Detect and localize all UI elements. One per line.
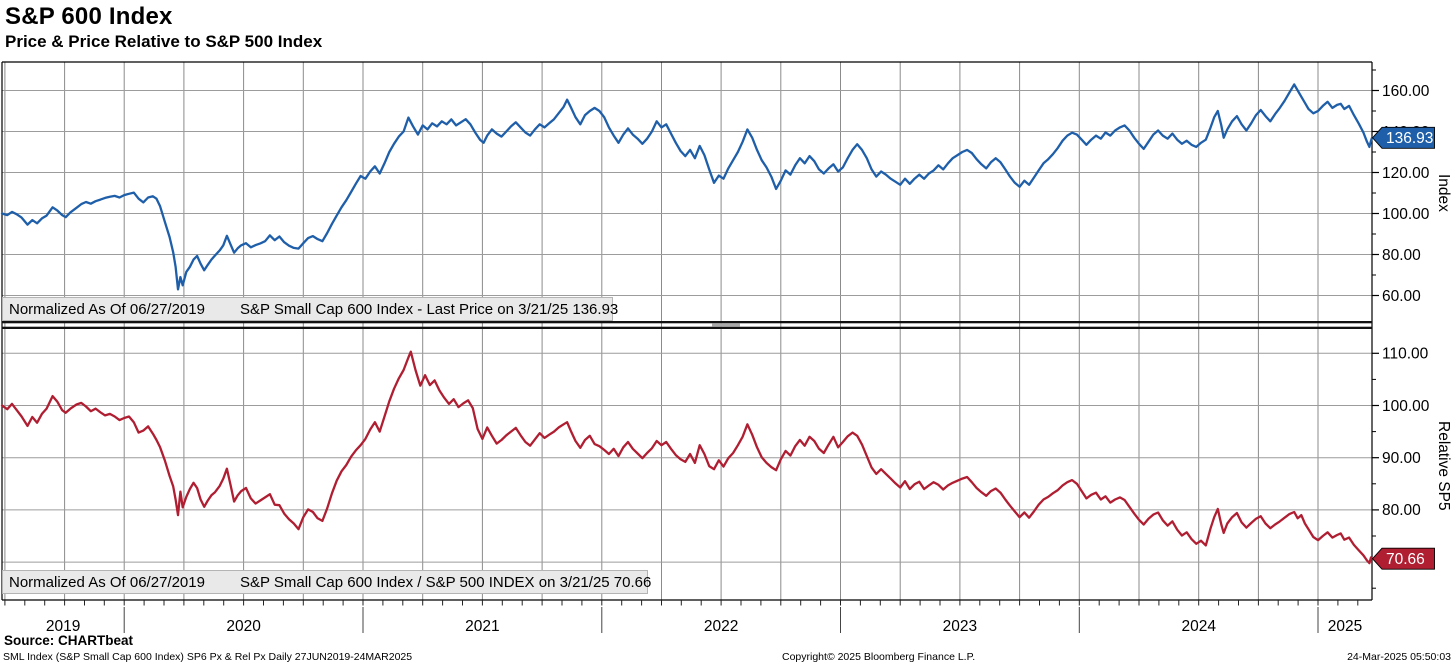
svg-text:2021: 2021 bbox=[465, 618, 499, 635]
svg-text:100.00: 100.00 bbox=[1382, 206, 1430, 223]
copyright-text: Copyright© 2025 Bloomberg Finance L.P. bbox=[782, 651, 976, 663]
svg-text:2023: 2023 bbox=[943, 618, 977, 635]
axis-title-relative-sp5: Relative SP5 bbox=[1435, 421, 1452, 511]
chart-meta-text: SML Index (S&P Small Cap 600 Index) SP6 … bbox=[3, 651, 413, 663]
svg-text:110.00: 110.00 bbox=[1382, 346, 1429, 363]
svg-text:2025: 2025 bbox=[1328, 618, 1362, 635]
svg-text:2024: 2024 bbox=[1181, 618, 1216, 635]
legend-relative-panel: Normalized As Of 06/27/2019 S&P Small Ca… bbox=[2, 570, 652, 594]
legend-relative-label: S&P Small Cap 600 Index / S&P 500 INDEX … bbox=[239, 573, 652, 591]
svg-text:100.00: 100.00 bbox=[1382, 398, 1430, 415]
svg-text:80.00: 80.00 bbox=[1382, 247, 1421, 264]
svg-text:60.00: 60.00 bbox=[1382, 288, 1421, 305]
page-title: S&P 600 Index bbox=[5, 3, 173, 30]
svg-text:160.00: 160.00 bbox=[1382, 83, 1430, 100]
svg-text:120.00: 120.00 bbox=[1382, 165, 1430, 182]
svg-text:70.66: 70.66 bbox=[1386, 551, 1425, 568]
legend-price-label: S&P Small Cap 600 Index - Last Price on … bbox=[239, 300, 619, 318]
axis-title-index: Index bbox=[1435, 174, 1452, 212]
legend-normalized-text-2: Normalized As Of 06/27/2019 bbox=[9, 573, 205, 591]
legend-normalized-text: Normalized As Of 06/27/2019 bbox=[9, 300, 205, 318]
svg-text:136.93: 136.93 bbox=[1386, 130, 1433, 147]
source-text: Source: CHARTbeat bbox=[4, 633, 134, 648]
svg-text:90.00: 90.00 bbox=[1382, 450, 1421, 467]
page-subtitle: Price & Price Relative to S&P 500 Index bbox=[5, 32, 323, 51]
svg-text:80.00: 80.00 bbox=[1382, 502, 1421, 519]
timestamp-text: 24-Mar-2025 05:50:03 bbox=[1347, 651, 1451, 663]
legend-price-panel: Normalized As Of 06/27/2019 S&P Small Ca… bbox=[2, 297, 618, 321]
svg-text:2022: 2022 bbox=[704, 618, 738, 635]
svg-text:2019: 2019 bbox=[46, 618, 80, 635]
svg-text:2020: 2020 bbox=[226, 618, 261, 635]
